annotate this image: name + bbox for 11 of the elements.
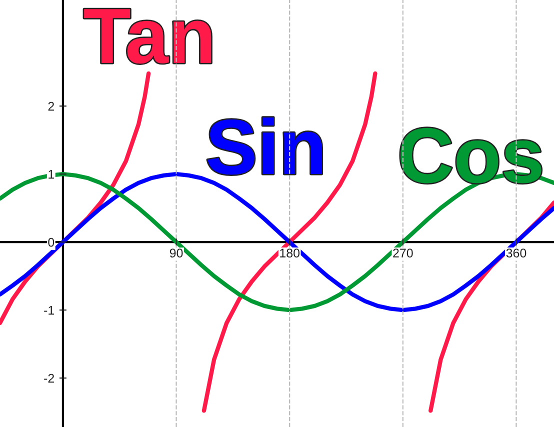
series-label: Cos — [400, 128, 542, 184]
x-tick-label: 90 — [170, 248, 183, 258]
y-tick-label: 0 — [48, 238, 54, 247]
x-tick-label: 270 — [393, 248, 413, 258]
y-tick-label: -1 — [44, 306, 54, 315]
y-tick-label: -2 — [44, 374, 54, 383]
series-label: Tan — [84, 9, 212, 64]
x-tick-label: 360 — [506, 248, 526, 258]
series-label: Sin — [208, 117, 322, 175]
y-tick-label: 2 — [48, 102, 54, 111]
x-tick-label: 180 — [280, 248, 300, 258]
